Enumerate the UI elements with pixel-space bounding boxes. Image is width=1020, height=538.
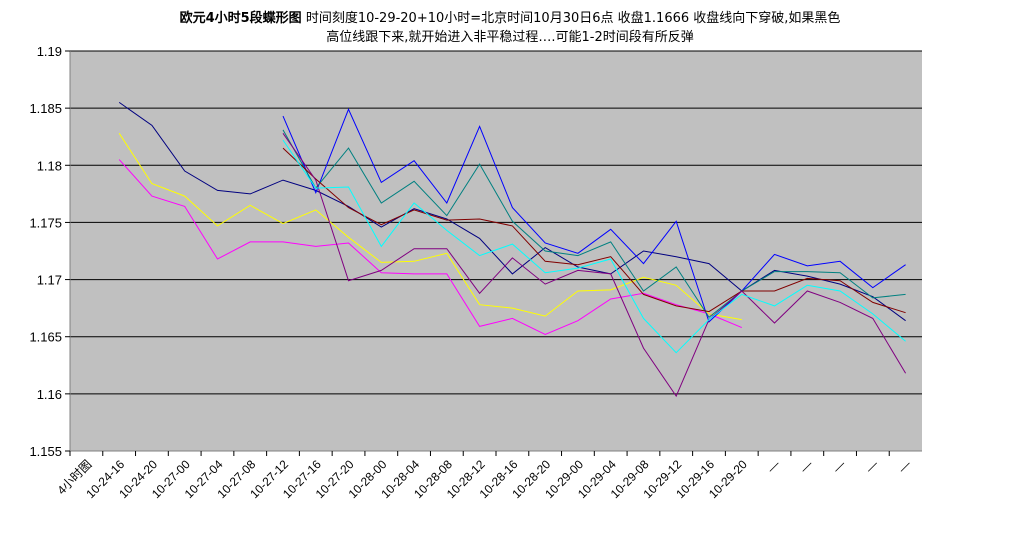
y-tick-label: 1.18 — [37, 158, 62, 173]
x-tick-label: — — [895, 457, 913, 475]
y-tick-label: 1.185 — [29, 101, 62, 116]
plot-area — [70, 51, 922, 451]
x-tick-label: — — [863, 457, 881, 475]
y-axis-ticks: 1.19 1.185 1.18 1.175 1.17 1.165 1.16 1.155 — [29, 44, 70, 459]
y-tick-label: 1.165 — [29, 330, 62, 345]
x-tick-label: — — [764, 457, 782, 475]
chart-title-line-2: 高位线跟下来,就开始进入非平稳过程….可能1-2时间段有所反弹 — [326, 29, 694, 45]
series-line-6 — [282, 147, 906, 314]
y-tick-label: 1.16 — [37, 387, 62, 402]
chart-title-bold: 欧元4小时5段蝶形图 — [180, 10, 302, 26]
chart-title-line-1: 欧元4小时5段蝶形图 时间刻度10-29-20+10小时=北京时间10月30日6… — [180, 10, 841, 26]
series-line-3 — [118, 133, 742, 321]
series-line-7 — [282, 133, 907, 398]
series-line-4 — [282, 108, 906, 323]
x-tick-label: — — [830, 457, 848, 475]
y-tick-label: 1.155 — [29, 444, 62, 459]
x-tick-label: — — [797, 457, 815, 475]
series-line-5 — [282, 129, 906, 319]
series-line-8 — [282, 139, 906, 354]
series-lines — [118, 101, 907, 398]
y-tick-label: 1.19 — [37, 44, 62, 59]
gridlines — [70, 50, 922, 452]
y-tick-label: 1.17 — [37, 273, 62, 288]
x-axis-ticks: 4小时图10-24-1610-24-2010-27-0010-27-0410-2… — [54, 451, 914, 501]
series-line-1 — [118, 101, 906, 322]
y-tick-label: 1.175 — [29, 215, 62, 230]
chart-title-rest: 时间刻度10-29-20+10小时=北京时间10月30日6点 收盘1.1666 … — [302, 10, 841, 26]
series-line-2 — [118, 159, 742, 335]
